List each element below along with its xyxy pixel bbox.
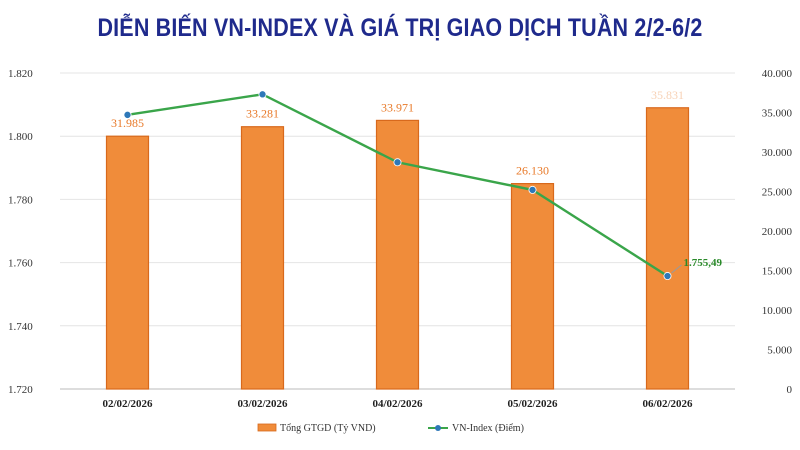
line-point xyxy=(663,272,672,281)
bar xyxy=(105,135,150,390)
right-tick-label: 5.000 xyxy=(767,345,792,357)
bar-value-label: 26.130 xyxy=(516,164,549,178)
bar xyxy=(240,126,285,390)
right-tick-label: 25.000 xyxy=(762,187,793,199)
x-tick-label: 02/02/2026 xyxy=(102,398,153,410)
bar-series xyxy=(105,107,690,390)
left-tick-label: 1.740 xyxy=(8,321,33,333)
left-tick-label: 1.760 xyxy=(8,258,33,270)
line-series xyxy=(123,90,682,281)
left-tick-label: 1.800 xyxy=(8,131,33,143)
bar-value-label: 31.985 xyxy=(111,116,144,130)
left-axis: 1.720 1.740 1.760 1.780 1.800 1.820 xyxy=(8,68,33,396)
line-point xyxy=(528,185,537,194)
line-point xyxy=(258,90,267,99)
right-tick-label: 10.000 xyxy=(762,305,793,317)
x-axis: 02/02/2026 03/02/2026 04/02/2026 05/02/2026… xyxy=(102,398,693,410)
line-point xyxy=(393,158,402,167)
bar-value-label: 35.831 xyxy=(651,88,684,102)
line-point xyxy=(123,110,132,119)
x-tick-label: 03/02/2026 xyxy=(237,398,288,410)
left-tick-label: 1.820 xyxy=(8,68,33,80)
bar-value-label: 33.281 xyxy=(246,107,279,121)
right-axis: 0 5.000 10.000 15.000 20.000 25.000 30.000 35.0… xyxy=(762,68,793,396)
right-tick-label: 30.000 xyxy=(762,147,793,159)
x-tick-label: 04/02/2026 xyxy=(372,398,423,410)
legend-swatch-bar xyxy=(257,423,277,432)
right-tick-label: 35.000 xyxy=(762,108,793,120)
x-tick-label: 06/02/2026 xyxy=(642,398,693,410)
bar xyxy=(645,107,690,390)
left-tick-label: 1.780 xyxy=(8,194,33,206)
right-tick-label: 20.000 xyxy=(762,226,793,238)
legend-label-bar: Tổng GTGD (Tỷ VND) xyxy=(280,423,376,434)
legend-label-line: VN-Index (Điểm) xyxy=(452,423,524,434)
vnindex-annotation: 1.755,49 xyxy=(684,257,723,269)
bar-value-label: 33.971 xyxy=(381,100,414,114)
right-tick-label: 0 xyxy=(787,384,793,396)
right-tick-label: 40.000 xyxy=(762,68,793,80)
left-tick-label: 1.720 xyxy=(8,384,33,396)
right-tick-label: 15.000 xyxy=(762,266,793,278)
x-tick-label: 05/02/2026 xyxy=(507,398,558,410)
bar xyxy=(510,183,555,390)
legend-marker-line xyxy=(435,425,441,431)
page-title: DIỄN BIẾN VN-INDEX VÀ GIÁ TRỊ GIAO DỊCH … xyxy=(97,14,703,42)
annotation-leader xyxy=(671,264,682,274)
legend: Tổng GTGD (Tỷ VND) VN-Index (Điểm) xyxy=(257,423,524,434)
bar-data-labels: 31.985 33.281 33.971 26.130 35.831 xyxy=(111,88,684,178)
